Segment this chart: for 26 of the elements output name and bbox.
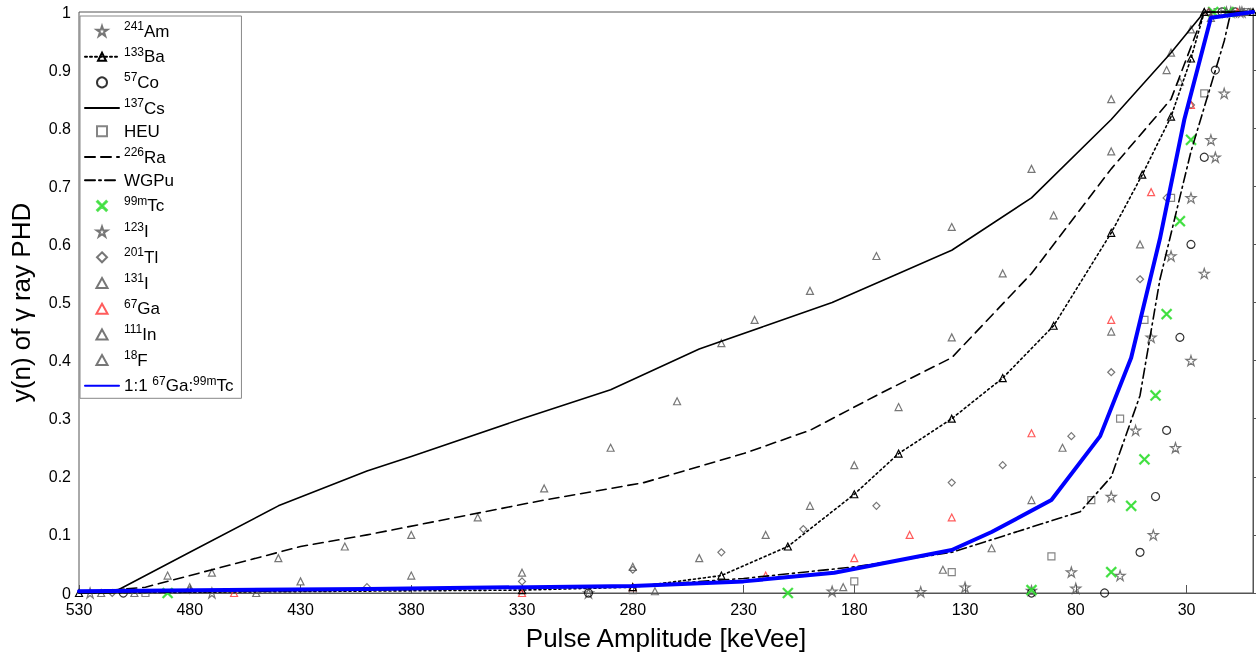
y-tick-label: 0.3 xyxy=(48,410,72,428)
x-tick-label: 80 xyxy=(1066,600,1085,618)
y-tick-label: 0.4 xyxy=(48,352,72,370)
y-tick-label: 0.5 xyxy=(48,294,72,311)
x-tick-label: 530 xyxy=(65,600,93,618)
x-tick-label: 280 xyxy=(619,600,647,618)
y-tick-label: 0.8 xyxy=(48,119,72,137)
x-tick-label: 480 xyxy=(176,600,204,618)
y-tick-label: 0.9 xyxy=(48,61,72,79)
y-axis-title: y(n) of γ ray PHD xyxy=(6,202,36,403)
y-tick-label: 0.6 xyxy=(48,235,72,253)
y-tick-label: 0.7 xyxy=(48,177,72,195)
x-tick-label: 380 xyxy=(397,600,425,618)
y-tick-label: 0 xyxy=(62,584,72,602)
x-tick-label: 130 xyxy=(951,600,979,618)
y-tick-label: 0.1 xyxy=(48,526,72,544)
x-tick-label: 330 xyxy=(508,600,536,618)
x-tick-label: 430 xyxy=(287,600,314,618)
x-axis-title: Pulse Amplitude [keVee] xyxy=(525,623,807,653)
y-tick-label: 1 xyxy=(62,3,72,21)
x-tick-label: 30 xyxy=(1177,600,1196,618)
y-tick-label: 0.2 xyxy=(48,468,72,486)
legend-label: HEU xyxy=(124,121,160,141)
x-tick-label: 180 xyxy=(840,600,868,618)
legend-label: WGPu xyxy=(124,170,175,190)
x-tick-label: 230 xyxy=(730,600,757,618)
